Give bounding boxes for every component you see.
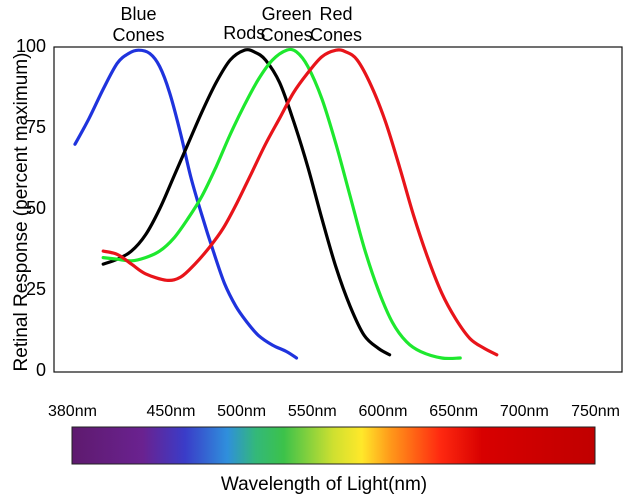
green-cones-label-line: Green bbox=[262, 4, 312, 24]
rods-curve bbox=[101, 48, 392, 357]
y-tick-label-75: 75 bbox=[26, 117, 46, 137]
blue-cones-curve bbox=[73, 48, 299, 360]
wavelength-tick-500: 500nm bbox=[217, 403, 266, 420]
red-cones-label-line: Cones bbox=[310, 25, 362, 45]
green-cones-label: Green Cones bbox=[261, 4, 313, 45]
wavelength-tick-600: 600nm bbox=[359, 403, 408, 420]
y-tick-label-100: 100 bbox=[16, 36, 46, 56]
series-lines bbox=[73, 47, 499, 361]
red-cones-label: Red Cones bbox=[310, 4, 362, 45]
red-cones-curve bbox=[101, 48, 499, 357]
wavelength-tick-700: 700nm bbox=[500, 403, 549, 420]
red-cones-label-line: Red bbox=[319, 4, 352, 24]
x-axis-label: Wavelength of Light(nm) bbox=[221, 474, 427, 495]
plot-frame bbox=[53, 46, 623, 373]
blue-cones-label-line: Cones bbox=[112, 25, 164, 45]
spectrum-bar bbox=[71, 426, 596, 465]
y-axis-label: Retinal Response (percent maximum) bbox=[11, 53, 32, 372]
wavelength-tick-750: 750nm bbox=[571, 403, 620, 420]
y-tick-labels: 0 25 50 75 100 bbox=[16, 36, 46, 380]
rods-label-line: Rods bbox=[223, 23, 265, 43]
wavelength-tick-550: 550nm bbox=[288, 403, 337, 420]
blue-cones-label: Blue Cones bbox=[112, 4, 164, 45]
y-tick-label-25: 25 bbox=[26, 279, 46, 299]
y-tick-label-0: 0 bbox=[36, 360, 46, 380]
y-tick-label-50: 50 bbox=[26, 198, 46, 218]
wavelength-tick-450: 450nm bbox=[146, 403, 195, 420]
wavelength-tick-labels: 380nm 450nm 500nm 550nm 600nm 650nm 700nm 750nm bbox=[48, 403, 620, 420]
green-cones-label-line: Cones bbox=[261, 25, 313, 45]
blue-cones-label-line: Blue bbox=[120, 4, 156, 24]
wavelength-tick-650: 650nm bbox=[429, 403, 478, 420]
rods-label: Rods bbox=[223, 23, 265, 43]
wavelength-tick-380: 380nm bbox=[48, 403, 97, 420]
green-cones-curve bbox=[101, 47, 462, 361]
